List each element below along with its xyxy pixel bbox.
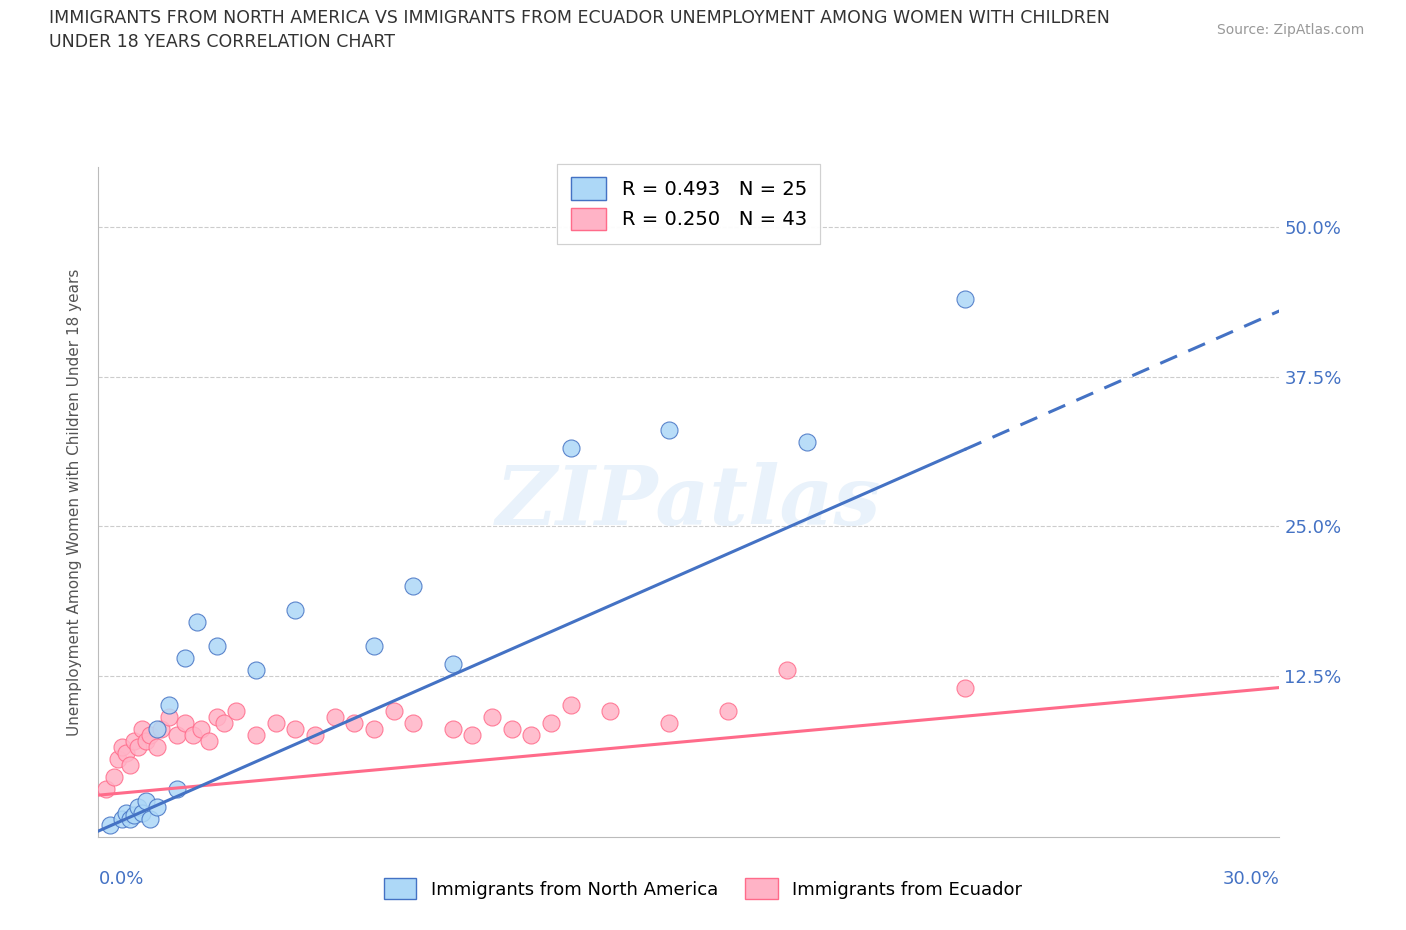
Point — [190, 722, 212, 737]
Point — [658, 716, 681, 731]
Point — [157, 710, 180, 724]
Point — [111, 812, 134, 827]
Point — [146, 740, 169, 755]
Point — [953, 291, 976, 306]
Point — [166, 728, 188, 743]
Point — [284, 603, 307, 618]
Text: ZIPatlas: ZIPatlas — [496, 462, 882, 542]
Point — [135, 734, 157, 749]
Point — [146, 800, 169, 815]
Point — [157, 698, 180, 713]
Point — [127, 800, 149, 815]
Point — [520, 728, 543, 743]
Point — [107, 751, 129, 766]
Point — [441, 722, 464, 737]
Point — [115, 746, 138, 761]
Point — [205, 638, 228, 653]
Point — [122, 808, 145, 823]
Point — [174, 716, 197, 731]
Point — [186, 615, 208, 630]
Point — [146, 722, 169, 737]
Point — [98, 817, 121, 832]
Point — [284, 722, 307, 737]
Point — [214, 716, 236, 731]
Point — [264, 716, 287, 731]
Point — [131, 805, 153, 820]
Point — [560, 698, 582, 713]
Point — [501, 722, 523, 737]
Point — [138, 728, 160, 743]
Point — [658, 423, 681, 438]
Point — [127, 740, 149, 755]
Point — [150, 722, 173, 737]
Point — [540, 716, 562, 731]
Point — [225, 704, 247, 719]
Point — [363, 638, 385, 653]
Text: Source: ZipAtlas.com: Source: ZipAtlas.com — [1216, 23, 1364, 37]
Point — [103, 770, 125, 785]
Point — [363, 722, 385, 737]
Legend: Immigrants from North America, Immigrants from Ecuador: Immigrants from North America, Immigrant… — [371, 866, 1035, 911]
Point — [245, 662, 267, 677]
Text: IMMIGRANTS FROM NORTH AMERICA VS IMMIGRANTS FROM ECUADOR UNEMPLOYMENT AMONG WOME: IMMIGRANTS FROM NORTH AMERICA VS IMMIGRA… — [49, 9, 1111, 51]
Text: 30.0%: 30.0% — [1223, 870, 1279, 887]
Legend: R = 0.493   N = 25, R = 0.250   N = 43: R = 0.493 N = 25, R = 0.250 N = 43 — [557, 164, 821, 244]
Point — [599, 704, 621, 719]
Point — [166, 782, 188, 797]
Text: 0.0%: 0.0% — [98, 870, 143, 887]
Point — [138, 812, 160, 827]
Point — [382, 704, 405, 719]
Point — [560, 441, 582, 456]
Point — [111, 740, 134, 755]
Point — [402, 578, 425, 593]
Point — [122, 734, 145, 749]
Point — [118, 812, 141, 827]
Point — [115, 805, 138, 820]
Point — [96, 782, 118, 797]
Point — [205, 710, 228, 724]
Y-axis label: Unemployment Among Women with Children Under 18 years: Unemployment Among Women with Children U… — [67, 269, 83, 736]
Point — [441, 657, 464, 671]
Point — [181, 728, 204, 743]
Point — [323, 710, 346, 724]
Point — [953, 680, 976, 695]
Point — [343, 716, 366, 731]
Point — [461, 728, 484, 743]
Point — [796, 435, 818, 450]
Point — [776, 662, 799, 677]
Point — [135, 793, 157, 808]
Point — [118, 758, 141, 773]
Point — [245, 728, 267, 743]
Point — [402, 716, 425, 731]
Point — [304, 728, 326, 743]
Point — [174, 650, 197, 665]
Point — [481, 710, 503, 724]
Point — [197, 734, 219, 749]
Point — [131, 722, 153, 737]
Point — [717, 704, 740, 719]
